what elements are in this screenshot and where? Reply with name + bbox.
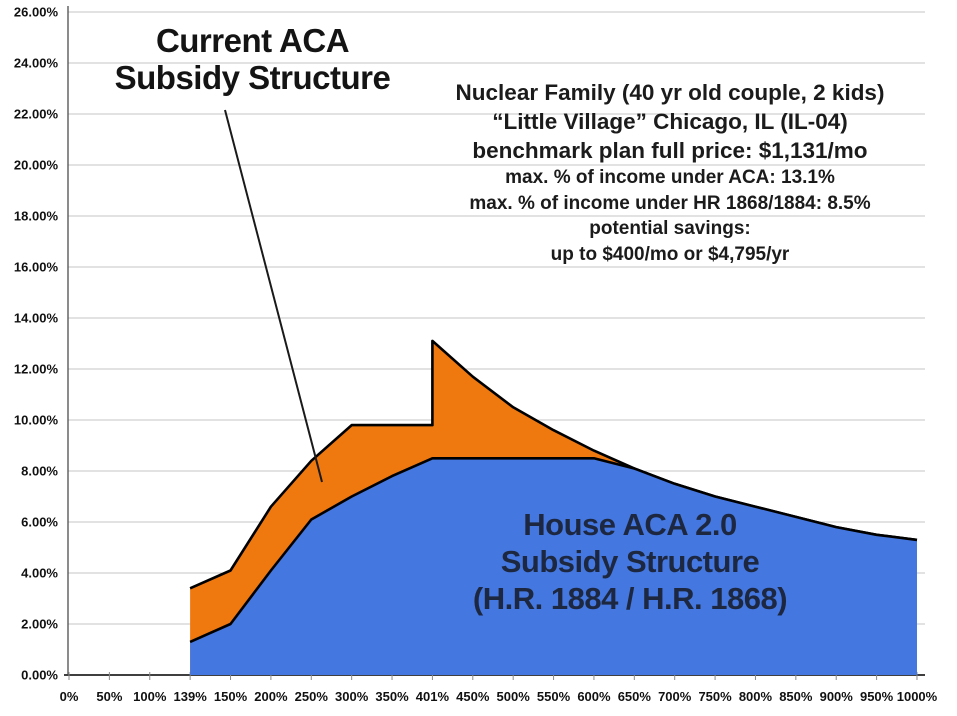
chart-title: Current ACA Subsidy Structure	[85, 22, 420, 96]
x-axis-label: 1000%	[897, 689, 938, 704]
x-axis-label: 50%	[96, 689, 122, 704]
x-axis-label: 850%	[779, 689, 813, 704]
x-axis-label: 200%	[254, 689, 288, 704]
x-axis-label: 500%	[497, 689, 531, 704]
chart-title-line2: Subsidy Structure	[114, 59, 391, 96]
y-axis-label: 20.00%	[14, 158, 59, 173]
annotation-benchmark-price: benchmark plan full price: $1,131/mo	[472, 138, 868, 163]
y-axis-label: 0.00%	[21, 668, 58, 683]
annotation-savings-amount: up to $400/mo or $4,795/yr	[550, 243, 790, 265]
annotation-max-aca: max. % of income under ACA: 13.1%	[505, 167, 835, 188]
x-axis-label: 650%	[618, 689, 652, 704]
x-axis-label: 800%	[739, 689, 773, 704]
y-axis-label: 10.00%	[14, 413, 59, 428]
y-axis-label: 14.00%	[14, 311, 59, 326]
house-series-label: House ACA 2.0 Subsidy Structure (H.R. 18…	[425, 506, 835, 617]
scenario-annotation: Nuclear Family (40 yr old couple, 2 kids…	[405, 78, 935, 267]
house-area	[190, 458, 918, 675]
x-axis-label: 750%	[698, 689, 732, 704]
y-axis-label: 2.00%	[21, 617, 58, 632]
y-axis-label: 18.00%	[14, 209, 59, 224]
y-axis-label: 8.00%	[21, 464, 58, 479]
x-axis-label: 150%	[214, 689, 248, 704]
x-axis-label: 250%	[295, 689, 329, 704]
y-axis-label: 16.00%	[14, 260, 59, 275]
house-label-line1: House ACA 2.0	[523, 507, 737, 542]
x-axis-label: 0%	[60, 689, 79, 704]
annotation-location: “Little Village” Chicago, IL (IL-04)	[492, 109, 848, 134]
x-axis-label: 550%	[537, 689, 571, 704]
y-axis-label: 26.00%	[14, 5, 59, 20]
x-axis-label: 450%	[456, 689, 490, 704]
x-axis-label: 300%	[335, 689, 369, 704]
annotation-savings-label: potential savings:	[589, 218, 751, 239]
house-label-line3: (H.R. 1884 / H.R. 1868)	[472, 581, 788, 616]
x-axis-label: 139%	[174, 689, 208, 704]
x-axis-label: 100%	[133, 689, 167, 704]
house-boundary-line	[189, 456, 918, 644]
y-axis-label: 24.00%	[14, 56, 59, 71]
annotation-family: Nuclear Family (40 yr old couple, 2 kids…	[455, 80, 885, 105]
x-axis-label: 950%	[860, 689, 894, 704]
title-leader-line	[224, 109, 323, 483]
annotation-max-hr: max. % of income under HR 1868/1884: 8.5…	[469, 192, 871, 214]
y-axis-label: 4.00%	[21, 566, 58, 581]
x-axis-label: 401%	[416, 689, 450, 704]
y-axis-label: 22.00%	[14, 107, 59, 122]
house-label-line2: Subsidy Structure	[500, 544, 760, 579]
x-axis-label: 600%	[577, 689, 611, 704]
y-axis-label: 6.00%	[21, 515, 58, 530]
chart-title-line1: Current ACA	[155, 22, 350, 59]
x-axis-label: 900%	[820, 689, 854, 704]
y-axis-label: 12.00%	[14, 362, 59, 377]
x-axis-label: 700%	[658, 689, 692, 704]
x-axis-label: 350%	[375, 689, 409, 704]
